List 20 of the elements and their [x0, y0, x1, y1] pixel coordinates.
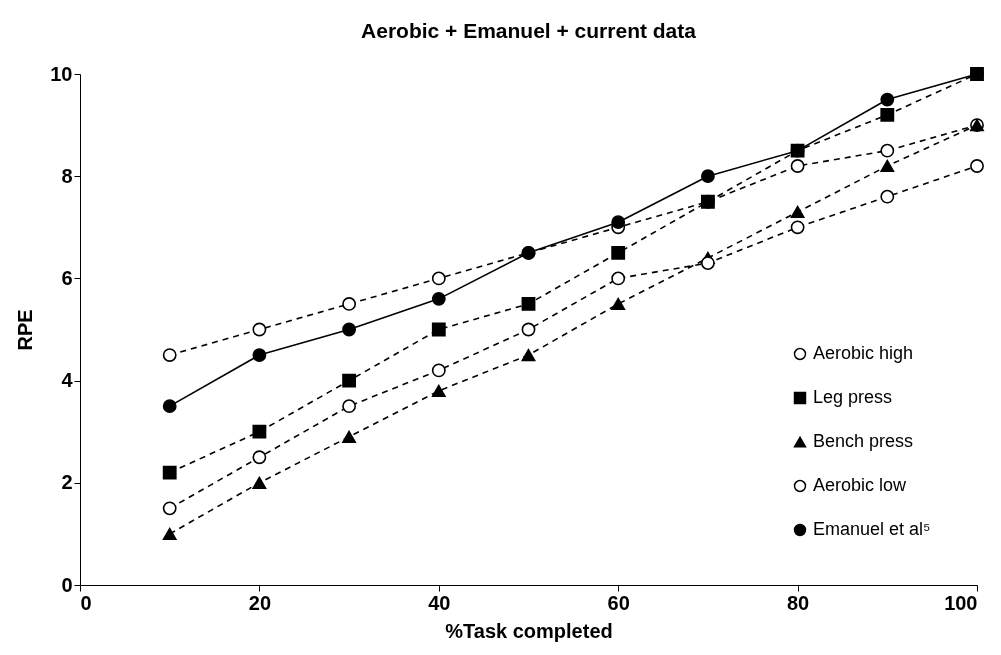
y-tick-label: 6: [61, 266, 73, 289]
y-axis-title: RPE: [14, 309, 37, 351]
x-tick-label: 100: [944, 591, 978, 614]
x-tick-label: 0: [80, 591, 92, 614]
y-tick-label: 0: [61, 573, 73, 596]
x-tick-label: 80: [786, 591, 810, 614]
y-tick-label: 4: [61, 369, 74, 392]
legend-label: Aerobic high: [813, 343, 914, 363]
x-tick-label: 60: [607, 591, 630, 614]
x-tick-label: 40: [428, 591, 451, 614]
x-axis-title: %Task completed: [445, 619, 613, 642]
legend-label: Emanuel et al⁵: [813, 519, 931, 539]
y-tick-label: 10: [50, 62, 73, 85]
legend-label: Leg press: [813, 387, 893, 407]
y-tick-label: 8: [61, 164, 73, 187]
chart-title: Aerobic + Emanuel + current data: [361, 19, 697, 42]
legend-label: Bench press: [813, 431, 914, 451]
y-tick-label: 2: [61, 471, 73, 494]
legend-label: Aerobic low: [813, 475, 908, 495]
x-tick-label: 20: [248, 591, 272, 614]
